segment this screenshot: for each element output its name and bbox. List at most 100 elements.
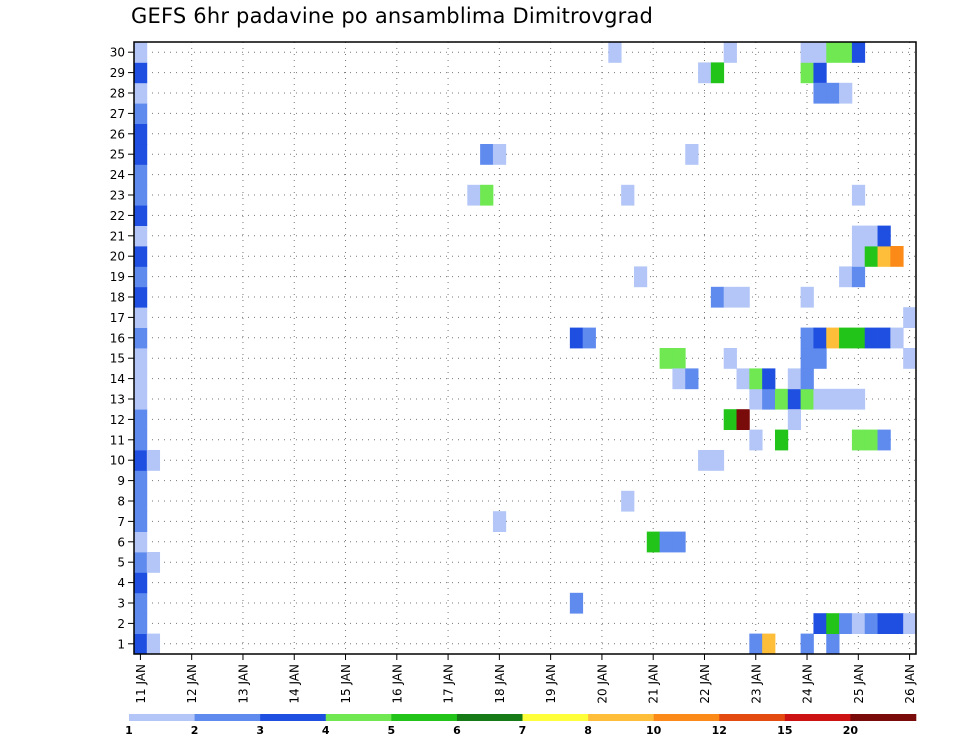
legend-swatch <box>325 714 392 721</box>
heatmap-cell <box>813 388 827 410</box>
x-tick-label: 11 JAN <box>134 664 148 704</box>
heatmap-cell <box>467 184 481 206</box>
heatmap-cell <box>134 307 148 328</box>
heatmap-cell <box>569 592 584 614</box>
heatmap-cell <box>813 42 827 63</box>
heatmap-cell <box>877 327 891 349</box>
heatmap-cell <box>633 266 648 288</box>
legend-swatch <box>522 714 589 721</box>
heatmap-cell <box>800 62 814 84</box>
heatmap-cell <box>800 286 814 308</box>
heatmap-cell <box>621 490 635 512</box>
heatmap-cell <box>864 613 878 634</box>
y-tick-label: 22 <box>110 209 125 223</box>
legend-swatch <box>391 714 458 721</box>
heatmap-cell <box>134 429 148 451</box>
x-tick-label: 13 JAN <box>236 664 250 704</box>
y-tick-label: 20 <box>110 250 125 264</box>
legend-label: 15 <box>777 724 792 737</box>
heatmap-cell <box>608 42 622 63</box>
heatmap-cell <box>890 246 904 267</box>
heatmap-cell <box>749 429 763 451</box>
heatmap-cell <box>851 613 866 634</box>
heatmap-cell <box>749 368 763 390</box>
heatmap-cell <box>839 266 853 288</box>
y-tick-label: 4 <box>117 576 125 590</box>
heatmap-cell <box>800 327 814 349</box>
heatmap-cell <box>851 429 866 451</box>
heatmap-cell <box>800 368 814 390</box>
heatmap-cell <box>851 225 866 247</box>
heatmap-cell <box>826 327 840 349</box>
heatmap-cell <box>569 327 584 349</box>
heatmap-cell <box>134 490 148 512</box>
y-tick-label: 13 <box>110 393 125 407</box>
legend-swatch <box>260 714 327 721</box>
heatmap-cell <box>839 42 853 63</box>
heatmap-cell <box>492 511 507 532</box>
heatmap-cell <box>134 184 148 206</box>
color-legend: 1 2 3 4 5 6 7 8 10 12 15 20 <box>125 714 917 737</box>
heatmap-cell <box>877 246 891 267</box>
legend-label: 10 <box>646 724 662 737</box>
plot-frame <box>133 41 917 655</box>
heatmap-cell <box>134 164 148 186</box>
heatmap-cell <box>672 368 686 390</box>
heatmap-cell <box>826 388 840 410</box>
heatmap-cell <box>146 450 161 471</box>
legend-label: 2 <box>191 724 199 737</box>
heatmap-cell <box>864 429 878 451</box>
legend-swatch <box>194 714 261 721</box>
x-tick-label: 15 JAN <box>339 664 353 704</box>
legend-label: 7 <box>519 724 527 737</box>
heatmap-cell <box>480 144 494 165</box>
heatmap-cell <box>134 511 148 532</box>
legend-label: 4 <box>322 724 330 737</box>
heatmap-cells <box>134 42 917 655</box>
legend-label: 3 <box>256 724 264 737</box>
heatmap-cell <box>851 388 866 410</box>
heatmap-cell <box>800 42 814 63</box>
heatmap-cell <box>877 225 891 247</box>
legend-label: 8 <box>584 724 592 737</box>
heatmap-cell <box>813 327 827 349</box>
heatmap-cell <box>839 388 853 410</box>
heatmap-cell <box>890 327 904 349</box>
heatmap-cell <box>672 531 686 553</box>
legend-label: 20 <box>843 724 859 737</box>
y-tick-label: 29 <box>110 66 125 80</box>
heatmap-cell <box>134 368 148 390</box>
x-tick-label: 17 JAN <box>442 664 456 704</box>
heatmap-cell <box>826 82 840 104</box>
heatmap-cell <box>134 531 148 553</box>
legend-swatch <box>129 714 195 721</box>
y-tick-label: 11 <box>110 433 125 447</box>
y-tick-label: 15 <box>110 352 125 366</box>
y-tick-label: 17 <box>110 311 125 325</box>
y-tick-label: 26 <box>110 127 125 141</box>
heatmap-cell <box>492 144 507 165</box>
heatmap-cell <box>813 62 827 84</box>
legend-swatch <box>719 714 786 721</box>
heatmap-cell <box>736 409 750 430</box>
heatmap-cell <box>890 613 904 634</box>
heatmap-cell <box>134 144 148 165</box>
legend-swatch <box>784 714 851 721</box>
x-tick-label: 21 JAN <box>647 664 661 704</box>
y-tick-label: 19 <box>110 270 125 284</box>
heatmap-cell <box>864 327 878 349</box>
heatmap-cell <box>659 531 673 553</box>
y-tick-label: 21 <box>110 229 125 243</box>
heatmap-cell <box>723 42 737 63</box>
heatmap-cell <box>134 450 148 471</box>
heatmap-cell <box>839 82 853 104</box>
y-tick-label: 25 <box>110 148 125 162</box>
heatmap-cell <box>826 613 840 634</box>
heatmap-cell <box>877 429 891 451</box>
x-axis: 11 JAN 12 JAN 13 JAN 14 JAN 15 JAN 16 JAN 17 J… <box>134 654 917 704</box>
y-tick-label: 1 <box>117 637 125 651</box>
y-tick-label: 27 <box>110 107 125 121</box>
heatmap-cell <box>851 266 866 288</box>
y-tick-label: 6 <box>117 535 125 549</box>
heatmap-cell <box>134 348 148 369</box>
